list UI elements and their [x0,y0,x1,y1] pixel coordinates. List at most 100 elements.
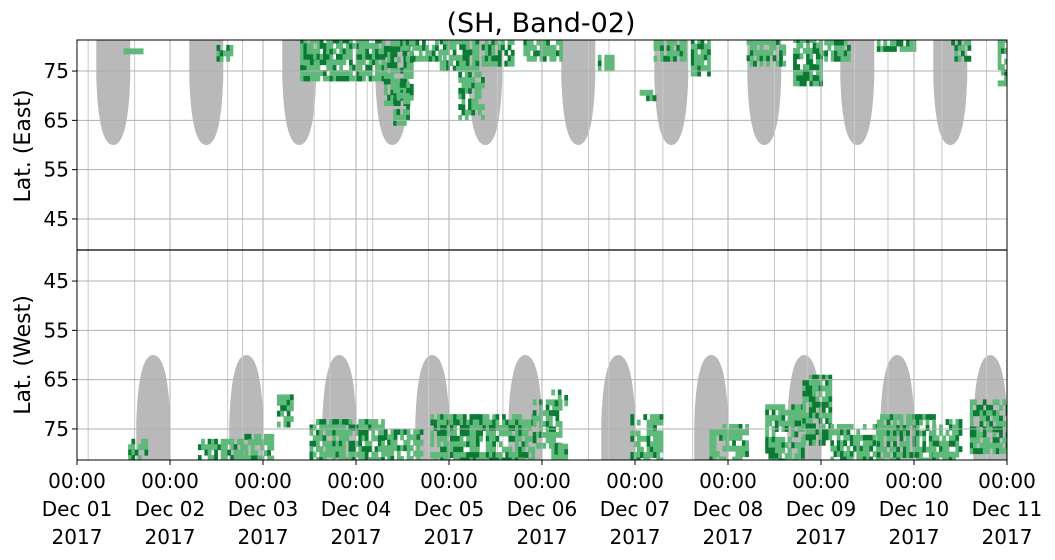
echo-cell [766,55,770,62]
echo-cell [759,44,764,51]
echo-cell [358,451,363,458]
echo-cell [524,425,529,431]
echo-cell [456,435,461,442]
echo-cell [131,455,136,460]
echo-cell [555,404,560,411]
echo-cell [825,385,829,392]
echo-cell [456,452,461,459]
echo-cell [403,62,408,69]
echo-cell [479,425,483,431]
echo-cell [872,424,877,430]
echo-cell [787,409,792,416]
echo-cell [378,53,383,60]
echo-cell [475,60,480,67]
echo-blob-10 [523,40,563,62]
x-tick-label-7-0: 00:00 [699,469,757,493]
echo-cell [458,93,463,100]
echo-cell [409,434,414,441]
echo-cell [137,455,142,460]
echo-cell [361,419,366,426]
echo-cell [403,445,408,452]
echo-cell [796,80,801,87]
echo-cell [326,75,330,82]
echo-cell [462,430,467,437]
echo-cell [669,55,674,62]
echo-cell [128,455,132,460]
echo-cell [928,430,933,437]
echo-cell [358,59,363,66]
echo-cell [759,40,764,45]
echo-cell [812,380,816,387]
echo-cell [482,414,487,421]
echo-cell [381,40,386,44]
echo-cell [828,434,833,441]
echo-cell [741,440,746,447]
echo-cell [741,451,746,458]
echo-cell [223,444,228,451]
echo-cell [283,405,288,412]
echo-cell [779,44,783,51]
echo-cell [799,80,804,87]
x-tick-label-5-2: 2017 [517,525,568,549]
echo-cell [280,399,284,406]
echo-cell [326,53,330,60]
echo-cell [945,440,950,447]
echo-cell [319,59,324,66]
echo-cell [342,59,347,66]
echo-cell [339,40,344,44]
echo-cell [472,446,477,453]
echo-cell [545,421,550,427]
echo-cell [554,449,559,456]
echo-cell [349,48,353,55]
echo-cell [240,449,244,456]
echo-cell [396,40,401,47]
echo-cell [821,423,826,430]
echo-cell [339,53,344,60]
echo-cell [922,430,927,437]
echo-cell [459,419,464,426]
echo-cell [250,444,255,451]
echo-cell [436,441,441,448]
echo-cell [849,456,854,460]
echo-cell [836,429,841,436]
echo-cell [348,446,353,453]
echo-cell [1002,421,1007,427]
echo-cell [607,65,612,72]
echo-cell [365,64,370,71]
echo-cell [787,415,792,422]
echo-blob-19 [951,40,972,62]
echo-cell [548,442,553,449]
echo-cell [204,444,209,451]
echo-cell [639,89,644,96]
echo-cell [995,437,1000,444]
echo-cell [1002,399,1007,406]
echo-cell [400,434,404,441]
echo-cell [630,457,635,460]
echo-cell [558,431,563,438]
echo-cell [604,60,609,67]
echo-cell [828,390,833,397]
echo-cell [469,430,474,437]
echo-cell [381,59,386,66]
echo-cell [969,448,974,455]
echo-cell [812,439,816,446]
echo-cell [335,429,340,436]
echo-cell [402,114,407,121]
echo-cell [973,399,977,406]
echo-cell [856,456,861,460]
echo-cell [449,441,454,448]
echo-cell [707,65,711,72]
echo-cell [955,451,960,458]
echo-cell [329,451,333,458]
echo-cell [673,50,677,57]
echo-cell [828,407,833,414]
echo-cell [403,439,408,446]
y-tick-label-west-3: 45 [44,269,69,293]
echo-cell [326,64,330,71]
echo-cell [371,424,376,431]
echo-cell [840,40,845,46]
echo-cell [377,457,382,460]
echo-cell [732,434,736,441]
echo-cell [799,40,804,43]
echo-cell [805,434,810,441]
